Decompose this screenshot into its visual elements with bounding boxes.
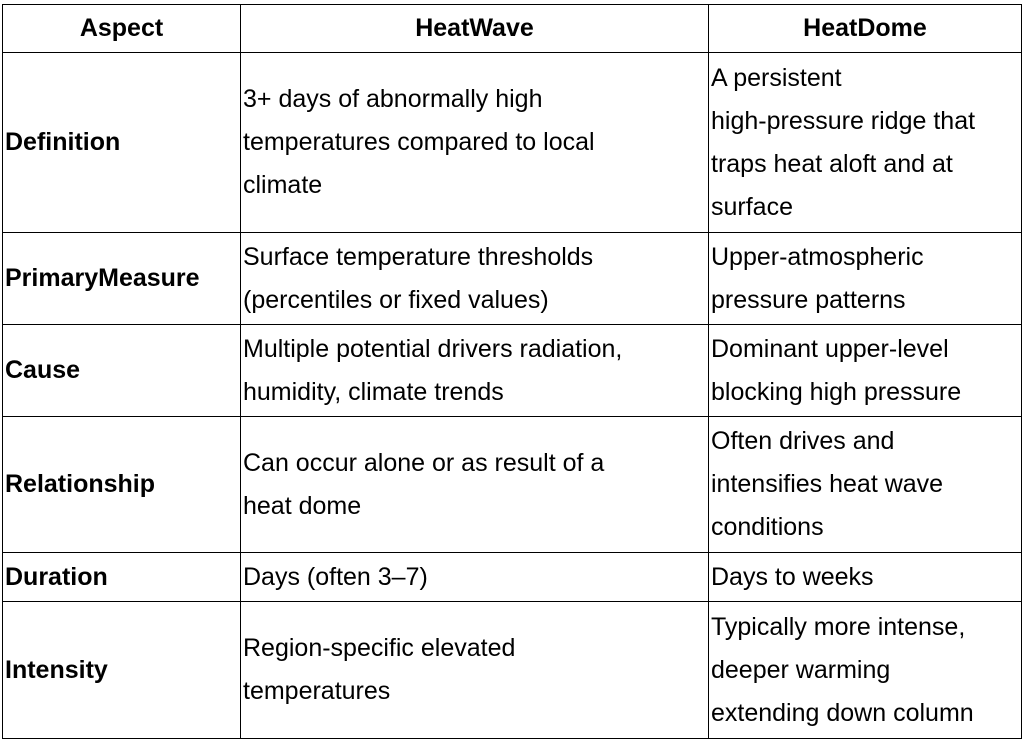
- table-cell: Multiple potential drivers radiation, hum…: [240, 324, 709, 417]
- row-label-cell: Relationship: [2, 416, 241, 553]
- table-cell: 3+ days of abnormally high temperatures c…: [240, 52, 709, 233]
- table-cell: Typically more intense, deeper warming ext…: [708, 601, 1022, 739]
- cell-line: humidity, climate trends: [243, 377, 504, 406]
- header-cell: HeatWave: [240, 4, 709, 53]
- cell-line: PrimaryMeasure: [5, 264, 200, 292]
- cell-line: pressure patterns: [711, 285, 906, 314]
- table-row: Duration Days (often 3–7) Days to weeks: [2, 552, 1022, 602]
- cell-line: Region-specific elevated: [243, 634, 516, 662]
- table-cell: Upper-atmospheric pressure patterns: [708, 232, 1022, 325]
- header-cell: HeatDome: [708, 4, 1022, 53]
- cell-line: high-pressure ridge that: [711, 106, 976, 135]
- cell-line: Often drives and: [711, 427, 895, 455]
- row-label-cell: PrimaryMeasure: [2, 232, 241, 325]
- cell-line: Definition: [5, 128, 121, 156]
- header-row: Aspect HeatWave HeatDome: [2, 4, 1022, 53]
- cell-line: Relationship: [5, 470, 156, 498]
- cell-line: traps heat aloft and at: [711, 149, 953, 178]
- row-label-cell: Cause: [2, 324, 241, 417]
- table-cell: Region-specific elevated temperatures: [240, 601, 709, 739]
- cell-line: Intensity: [5, 655, 108, 684]
- cell-line: 3+ days of abnormally high: [243, 85, 543, 113]
- cell-line: Days (often 3–7): [243, 562, 428, 591]
- cell-line: temperatures compared to local: [243, 128, 595, 156]
- cell-line: conditions: [711, 513, 824, 541]
- table-row: PrimaryMeasure Surface temperature thresh…: [2, 232, 1022, 325]
- cell-line: Typically more intense,: [711, 612, 966, 641]
- cell-line: blocking high pressure: [711, 377, 962, 406]
- table-row: Relationship Can occur alone or as result…: [2, 416, 1022, 553]
- comparison-table: Aspect HeatWave HeatDome Definition 3+ days…: [2, 4, 1022, 739]
- table-row: Cause Multiple potential drivers radiatio…: [2, 324, 1022, 417]
- cell-line: temperatures: [243, 677, 391, 705]
- table-cell: Often drives and intensifies heat wave con…: [708, 416, 1022, 553]
- table-cell: Surface temperature thresholds (percentil…: [240, 232, 709, 325]
- cell-line: extending down column: [711, 698, 974, 727]
- cell-line: Multiple potential drivers radiation,: [243, 334, 623, 363]
- table-cell: A persistent high-pressure ridge that trap…: [708, 52, 1022, 233]
- row-label-cell: Duration: [2, 552, 241, 602]
- cell-line: Can occur alone or as result of a: [243, 448, 605, 477]
- table-row: Definition 3+ days of abnormally high temp…: [2, 52, 1022, 233]
- cell-line: Dominant upper-level: [711, 334, 949, 363]
- row-label-cell: Definition: [2, 52, 241, 233]
- table-cell: Dominant upper-level blocking high pressu…: [708, 324, 1022, 417]
- row-label-cell: Intensity: [2, 601, 241, 739]
- cell-line: surface: [711, 192, 793, 221]
- cell-line: intensifies heat wave: [711, 470, 944, 498]
- cell-line: Upper-atmospheric: [711, 242, 924, 271]
- cell-line: Surface temperature thresholds: [243, 242, 594, 271]
- header-cell: Aspect: [2, 4, 241, 53]
- table-cell: Days (often 3–7): [240, 552, 709, 602]
- cell-line: Cause: [5, 356, 81, 384]
- cell-line: Duration: [5, 562, 108, 591]
- cell-line: climate: [243, 171, 323, 199]
- cell-line: heat dome: [243, 491, 362, 520]
- cell-line: A persistent: [711, 63, 842, 92]
- table-cell: Days to weeks: [708, 552, 1022, 602]
- table-cell: Can occur alone or as result of a heat do…: [240, 416, 709, 553]
- cell-line: (percentiles or fixed values): [243, 285, 549, 314]
- table-row: Intensity Region-specific elevated tempera…: [2, 601, 1022, 739]
- cell-line: deeper warming: [711, 655, 891, 684]
- cell-line: Days to weeks: [711, 562, 874, 591]
